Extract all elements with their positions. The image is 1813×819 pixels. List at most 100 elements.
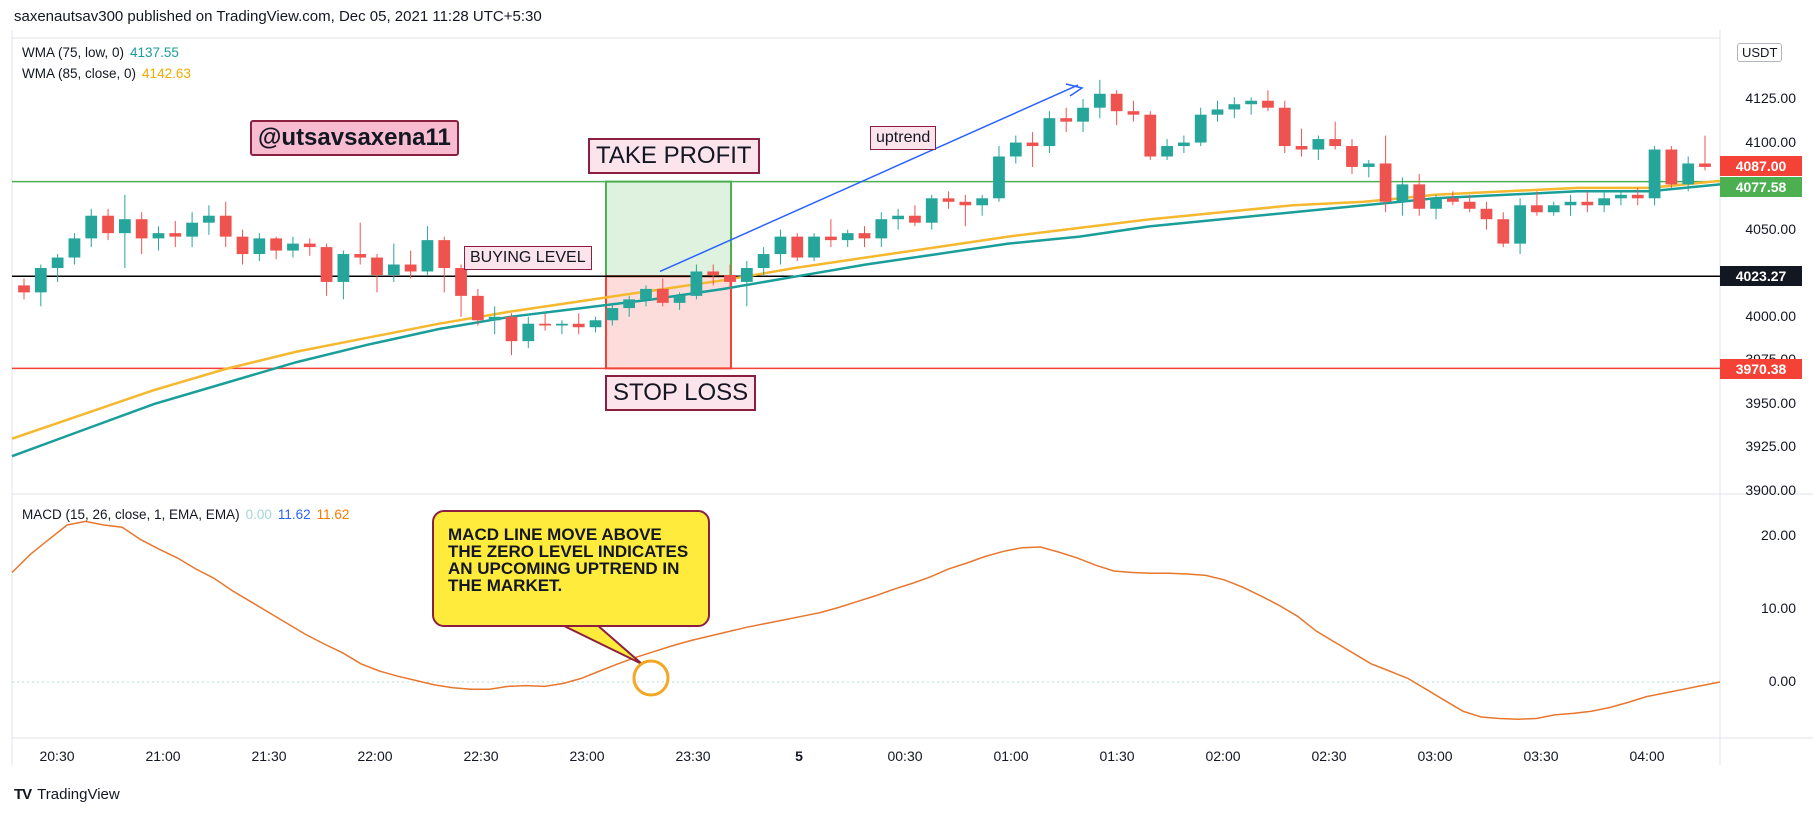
candle-body [1581, 201, 1594, 206]
candle-body [858, 233, 871, 239]
candle-body [421, 240, 434, 272]
wma-lines [11, 179, 1721, 458]
drawings [559, 83, 1084, 697]
candle-body [404, 264, 417, 272]
candle-body [623, 299, 636, 309]
candle-body [1379, 163, 1392, 202]
wma75-line [11, 183, 1721, 458]
candle-body [1161, 146, 1173, 157]
macd-pane [11, 520, 1721, 720]
candle-body [471, 295, 484, 321]
legend-macd-label: MACD (15, 26, close, 1, EMA, EMA) [22, 507, 240, 522]
candle-body [1463, 201, 1476, 209]
take-profit-zone [605, 180, 732, 278]
candle-body [993, 156, 1005, 199]
candle-body [1480, 208, 1493, 220]
trade-boxes [605, 180, 732, 370]
candle-body [774, 236, 787, 255]
candle-body [925, 198, 938, 223]
buy-price-tag: 4023.27 [1720, 266, 1802, 286]
candle-body [1346, 146, 1358, 167]
time-tick-label: 23:30 [675, 748, 711, 764]
candle-body [1009, 142, 1022, 157]
candle-body [892, 215, 905, 220]
legend-macd-signal: 11.62 [316, 507, 350, 522]
time-tick-label: 23:00 [569, 748, 605, 764]
candle-body [1245, 100, 1258, 105]
candle-body [606, 308, 619, 321]
time-tick-label: 03:30 [1523, 748, 1559, 764]
candle-body [455, 267, 467, 296]
time-tick-label: 03:00 [1417, 748, 1453, 764]
candle-body [1615, 194, 1627, 199]
candle-body [1446, 198, 1459, 202]
candle-body [1262, 100, 1274, 108]
currency-button[interactable]: USDT [1737, 43, 1783, 62]
candle-body [152, 233, 165, 239]
candle-body [354, 254, 367, 258]
candle-body [556, 323, 568, 326]
candle-body [942, 198, 955, 202]
legend-wma85: WMA (85, close, 0) 4142.63 [22, 66, 191, 81]
candle-body [1362, 163, 1375, 167]
buying-level-label: BUYING LEVEL [464, 246, 592, 270]
candle-body [68, 238, 81, 258]
candle-body [875, 219, 888, 239]
tradingview-logo-icon: TV [14, 786, 32, 803]
price-tick-label: 4100.00 [1745, 133, 1796, 150]
legend-wma85-label: WMA (85, close, 0) [22, 66, 137, 81]
candle-body [824, 236, 837, 241]
uptrend-line [659, 84, 1079, 273]
legend-macd-hist: 0.00 [245, 507, 272, 522]
macd-tick-label: 10.00 [1760, 600, 1796, 616]
time-tick-label: 04:00 [1629, 748, 1665, 764]
price-tick-label: 3950.00 [1745, 394, 1796, 411]
price-tick-label: 4125.00 [1745, 90, 1796, 106]
legend-wma85-value: 4142.63 [142, 66, 191, 81]
candle-body [690, 271, 703, 296]
candle-body [1665, 149, 1678, 185]
candles [18, 79, 1711, 356]
tradingview-brand[interactable]: TV TradingView [14, 786, 120, 803]
stop-loss-label: STOP LOSS [605, 375, 757, 411]
candle-body [572, 323, 585, 328]
candle-body [1228, 104, 1241, 110]
time-tick-label: 00:30 [887, 748, 923, 764]
level-lines [12, 180, 1720, 370]
candle-body [673, 295, 686, 303]
candle-body [1598, 198, 1611, 206]
uptrend-label: uptrend [870, 126, 937, 150]
candle-body [976, 198, 989, 206]
wma85-line [11, 179, 1721, 440]
candle-body [505, 316, 518, 342]
macd-line [11, 520, 1721, 720]
candle-body [186, 222, 198, 237]
candle-body [656, 288, 669, 303]
candle-body [287, 243, 299, 251]
time-tick-label: 02:00 [1205, 748, 1241, 764]
price-tick-label: 3900.00 [1745, 482, 1796, 498]
candle-body [1547, 205, 1560, 213]
candle-body [118, 219, 131, 234]
candle-body [1682, 163, 1695, 185]
candle-body [1413, 184, 1426, 209]
time-tick-label: 5 [795, 748, 803, 764]
candle-body [1295, 146, 1308, 150]
candle-body [253, 238, 266, 255]
candle-body [1396, 184, 1409, 202]
candle-body [522, 323, 535, 342]
candle-body [1497, 219, 1510, 244]
legend-wma75-value: 4137.55 [130, 45, 179, 60]
candle-body [18, 285, 30, 293]
candle-body [791, 236, 804, 258]
callout-pointer [559, 623, 643, 665]
candle-body [135, 219, 148, 239]
legend-wma75: WMA (75, low, 0) 4137.55 [22, 45, 179, 60]
time-tick-label: 21:30 [251, 748, 287, 764]
candle-body [303, 243, 316, 248]
time-tick-label: 22:00 [357, 748, 393, 764]
candle-body [640, 288, 652, 300]
candle-body [1329, 139, 1342, 147]
macd-tick-label: 20.00 [1760, 527, 1796, 543]
time-tick-label: 02:30 [1311, 748, 1347, 764]
